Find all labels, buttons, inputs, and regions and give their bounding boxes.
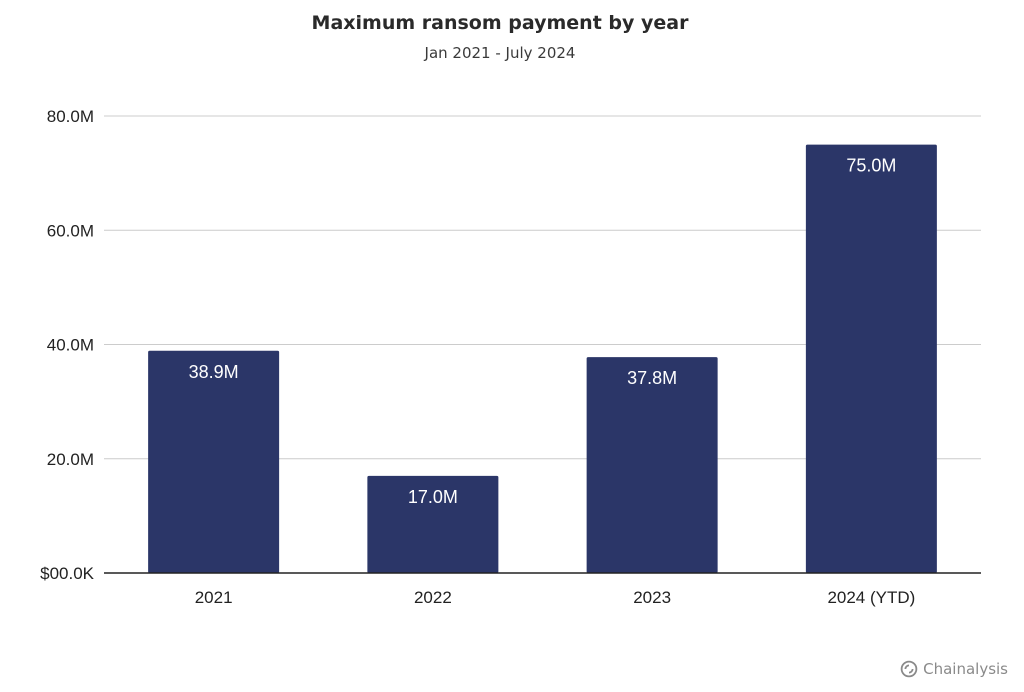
bar-2022 bbox=[367, 475, 499, 573]
brand-watermark: Chainalysis bbox=[900, 660, 1008, 678]
y-tick-label: 80.0M bbox=[47, 107, 94, 126]
chart-subtitle: Jan 2021 - July 2024 bbox=[424, 44, 576, 62]
bars bbox=[148, 144, 937, 573]
x-tick-label: 2023 bbox=[633, 588, 671, 607]
bar-2024-ytd- bbox=[805, 144, 937, 573]
x-tick-label: 2022 bbox=[414, 588, 452, 607]
x-axis-tick-labels: 2021 2022 2023 2024 (YTD) bbox=[195, 588, 916, 607]
x-tick-label: 2021 bbox=[195, 588, 233, 607]
bar-2023 bbox=[586, 357, 718, 573]
y-tick-label: 40.0M bbox=[47, 336, 94, 355]
bar-2021 bbox=[148, 350, 280, 573]
chart-title: Maximum ransom payment by year bbox=[311, 12, 689, 34]
y-tick-label: 20.0M bbox=[47, 450, 94, 469]
y-tick-label: $00.0K bbox=[40, 564, 95, 583]
data-labels: 38.9M 17.0M 37.8M 75.0M bbox=[189, 156, 897, 507]
data-label: 38.9M bbox=[189, 362, 239, 382]
y-tick-label: 60.0M bbox=[47, 221, 94, 240]
data-label: 75.0M bbox=[846, 156, 896, 176]
data-label: 37.8M bbox=[627, 368, 677, 388]
x-tick-label: 2024 (YTD) bbox=[827, 588, 915, 607]
y-axis-tick-labels: $00.0K 20.0M 40.0M 60.0M 80.0M bbox=[40, 107, 95, 583]
chainalysis-logo-icon bbox=[900, 660, 918, 678]
data-label: 17.0M bbox=[408, 487, 458, 507]
brand-name: Chainalysis bbox=[923, 660, 1008, 678]
